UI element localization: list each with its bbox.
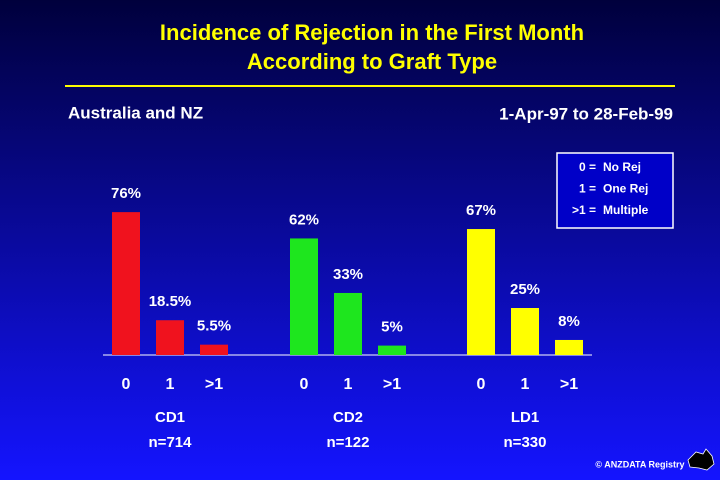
legend-key: 1 = [579,182,596,196]
legend-key: 0 = [579,160,596,174]
subtitle: Australia and NZ [68,103,203,122]
legend-label: Multiple [603,203,649,217]
legend-key: >1 = [572,203,596,217]
footer: © ANZDATA Registry [595,459,684,469]
group-label: LD1 [511,409,539,426]
value-label: 76% [111,185,141,202]
bar [334,292,362,355]
chart-title: According to Graft Type [247,49,497,74]
x-tick-label: 0 [477,376,486,393]
x-tick-label: 0 [300,376,309,393]
bar [290,238,318,355]
value-label: 5.5% [197,318,231,335]
value-label: 33% [333,266,363,283]
bar [156,320,184,355]
value-label: 67% [466,202,496,219]
bar [200,344,228,355]
bar [378,345,406,355]
group-count: n=714 [149,434,193,451]
legend-label: One Rej [603,182,648,196]
value-label: 62% [289,211,319,228]
x-tick-label: 0 [122,376,131,393]
logo [687,448,715,471]
legend-box [556,152,674,229]
group-label: CD1 [155,409,185,426]
group-label: CD2 [333,409,363,426]
legend-label: No Rej [603,160,641,174]
group-count: n=122 [327,434,370,451]
bar [511,308,539,355]
group-count: n=330 [504,434,547,451]
value-label: 8% [558,313,580,330]
x-tick-label: >1 [560,376,578,393]
value-label: 18.5% [149,293,192,310]
x-tick-label: 1 [521,376,530,393]
bar [555,339,583,355]
x-tick-label: >1 [205,376,223,393]
chart-title: Incidence of Rejection in the First Mont… [160,20,584,45]
value-label: 25% [510,281,540,298]
value-label: 5% [381,319,403,336]
x-tick-label: 1 [166,376,175,393]
bar [112,212,140,355]
bar [467,229,495,355]
x-tick-label: 1 [344,376,353,393]
x-tick-label: >1 [383,376,401,393]
subtitle: 1-Apr-97 to 28-Feb-99 [499,104,673,123]
